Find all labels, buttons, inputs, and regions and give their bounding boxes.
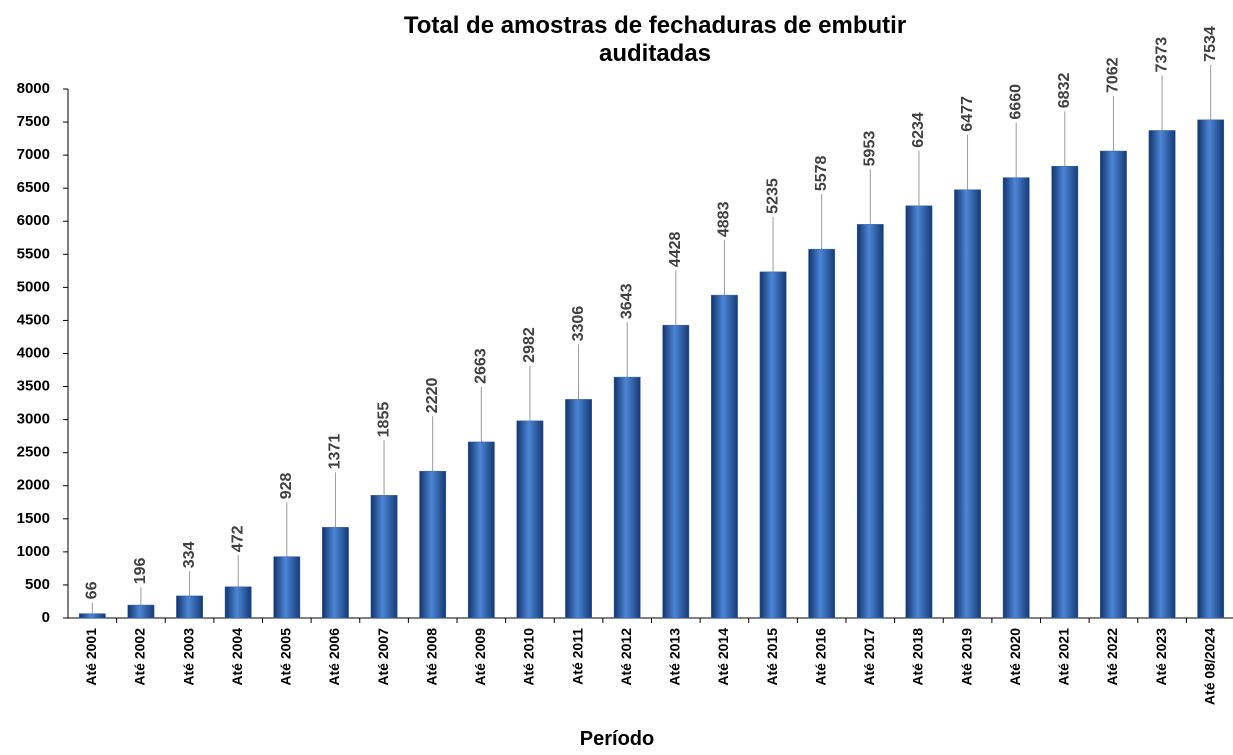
bar bbox=[370, 495, 398, 619]
value-label: 7062 bbox=[1105, 57, 1122, 93]
bar bbox=[905, 205, 933, 619]
y-tick-label: 7000 bbox=[17, 146, 50, 163]
value-label: 3306 bbox=[570, 306, 587, 342]
bar bbox=[711, 294, 738, 619]
x-tick-label: Até 2008 bbox=[423, 628, 439, 686]
x-tick-label: Até 2018 bbox=[910, 628, 926, 686]
y-tick-label: 2000 bbox=[17, 477, 50, 494]
y-tick-label: 6500 bbox=[17, 179, 50, 196]
bar bbox=[759, 271, 787, 619]
x-tick-label: Até 2004 bbox=[229, 628, 245, 686]
x-tick-label: Até 2005 bbox=[278, 628, 294, 686]
bar bbox=[419, 470, 447, 619]
value-label: 6832 bbox=[1056, 73, 1073, 109]
x-tick-label: Até 2023 bbox=[1153, 628, 1169, 686]
y-tick-label: 7500 bbox=[17, 113, 50, 130]
y-tick-label: 5000 bbox=[17, 278, 50, 295]
y-tick-label: 4500 bbox=[17, 311, 50, 328]
value-label: 196 bbox=[132, 557, 149, 584]
bar bbox=[1197, 119, 1225, 619]
bar bbox=[224, 586, 252, 619]
x-tick-label: Até 2009 bbox=[472, 628, 488, 686]
value-label: 6234 bbox=[910, 112, 927, 148]
value-label: 6660 bbox=[1007, 84, 1024, 120]
value-label: 66 bbox=[84, 581, 101, 599]
value-label: 3643 bbox=[618, 283, 635, 319]
y-tick-label: 5500 bbox=[17, 245, 50, 262]
bar bbox=[808, 248, 836, 619]
x-tick-label: Até 2011 bbox=[569, 628, 585, 685]
x-tick-label: Até 08/2024 bbox=[1201, 628, 1217, 705]
x-tick-label: Até 2001 bbox=[83, 628, 99, 686]
bar bbox=[516, 420, 544, 619]
y-tick-label: 1500 bbox=[17, 510, 50, 527]
bar bbox=[127, 604, 155, 619]
bar bbox=[662, 324, 690, 619]
y-tick-label: 8000 bbox=[17, 80, 50, 97]
bar bbox=[467, 441, 495, 619]
value-label: 1371 bbox=[327, 434, 344, 470]
value-label: 334 bbox=[181, 541, 198, 568]
value-label: 2663 bbox=[473, 348, 490, 384]
y-tick-label: 500 bbox=[25, 576, 50, 593]
y-tick-label: 0 bbox=[42, 609, 50, 626]
x-tick-label: Até 2020 bbox=[1007, 628, 1023, 686]
bar bbox=[1100, 150, 1127, 619]
x-tick-label: Até 2021 bbox=[1056, 628, 1072, 686]
x-tick-label: Até 2006 bbox=[326, 628, 342, 686]
x-tick-label: Até 2016 bbox=[812, 628, 828, 686]
x-tick-label: Até 2013 bbox=[667, 628, 683, 686]
value-label: 1855 bbox=[375, 402, 392, 438]
y-tick-label: 3000 bbox=[17, 411, 50, 428]
bar bbox=[322, 527, 349, 619]
y-tick-label: 2500 bbox=[17, 444, 50, 461]
bar bbox=[1051, 165, 1079, 619]
value-label: 5953 bbox=[862, 131, 879, 167]
y-tick-label: 1000 bbox=[17, 543, 50, 560]
bar bbox=[565, 399, 592, 619]
value-label: 7534 bbox=[1202, 26, 1219, 62]
x-tick-label: Até 2017 bbox=[861, 628, 877, 686]
bar bbox=[273, 556, 301, 619]
chart-title: Total de amostras de fechaduras de embut… bbox=[403, 12, 907, 67]
x-tick-label: Até 2003 bbox=[180, 628, 196, 686]
value-label: 5578 bbox=[813, 155, 830, 191]
x-tick-label: Até 2014 bbox=[715, 628, 731, 686]
value-label: 5235 bbox=[764, 178, 781, 214]
bar bbox=[78, 613, 106, 619]
bar bbox=[176, 595, 203, 619]
x-tick-label: Até 2019 bbox=[958, 628, 974, 686]
x-tick-label: Até 2002 bbox=[132, 628, 148, 686]
x-tick-label: Até 2007 bbox=[375, 628, 391, 686]
value-label: 928 bbox=[278, 472, 295, 499]
y-tick-label: 4000 bbox=[17, 344, 50, 361]
bar bbox=[1002, 177, 1030, 619]
value-label: 472 bbox=[229, 525, 246, 552]
value-label: 4883 bbox=[716, 201, 733, 237]
bar bbox=[1148, 130, 1176, 619]
bar bbox=[954, 189, 981, 619]
bar bbox=[856, 224, 884, 619]
x-axis-label: Período bbox=[580, 728, 654, 750]
value-label: 4428 bbox=[667, 232, 684, 268]
x-tick-label: Até 2010 bbox=[521, 628, 537, 686]
x-tick-label: Até 2012 bbox=[618, 628, 634, 686]
y-tick-label: 3500 bbox=[17, 378, 50, 395]
value-label: 7373 bbox=[1153, 37, 1170, 73]
value-label: 6477 bbox=[959, 96, 976, 132]
bar bbox=[613, 376, 641, 619]
x-tick-label: Até 2015 bbox=[764, 628, 780, 686]
x-tick-label: Até 2022 bbox=[1104, 628, 1120, 686]
y-tick-label: 6000 bbox=[17, 212, 50, 229]
value-label: 2220 bbox=[424, 378, 441, 414]
value-label: 2982 bbox=[521, 327, 538, 363]
